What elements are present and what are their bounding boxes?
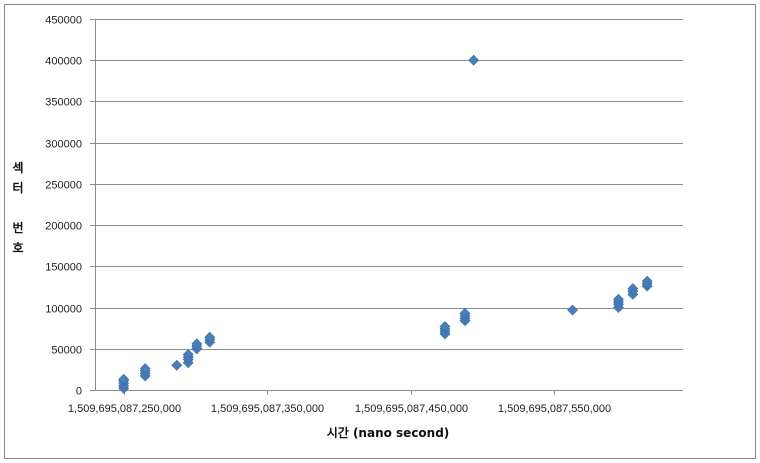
y-tick-label: 250000 <box>45 180 82 192</box>
y-tick-label: 200000 <box>45 221 82 233</box>
x-tick-label: 1,509,695,087,450,000 <box>355 403 468 415</box>
data-point <box>613 293 624 305</box>
data-point <box>567 304 578 316</box>
x-tick-label: 1,509,695,087,550,000 <box>498 403 611 415</box>
data-point <box>182 349 194 360</box>
data-point <box>171 359 183 371</box>
x-axis-title: 시간 (nano second) <box>327 425 450 440</box>
data-point <box>204 331 216 343</box>
data-point <box>439 321 451 332</box>
data-point <box>139 363 151 374</box>
x-tick-label: 1,509,695,087,250,000 <box>68 403 181 415</box>
data-point <box>459 307 471 319</box>
y-tick-label: 0 <box>76 386 82 398</box>
y-tick-label: 150000 <box>45 262 82 274</box>
y-tick-label: 400000 <box>45 56 82 68</box>
y-axis-title-char: 번 <box>12 220 23 235</box>
data-point <box>627 283 639 295</box>
y-tick-label: 350000 <box>45 97 82 109</box>
y-tick-label: 300000 <box>45 139 82 151</box>
x-tick-label: 1,509,695,087,350,000 <box>211 403 324 415</box>
y-axis-title-char: 터 <box>12 180 23 195</box>
data-point <box>641 275 653 287</box>
data-point <box>191 338 203 350</box>
y-axis-title-char: 호 <box>12 241 23 255</box>
data-point <box>118 373 130 385</box>
y-tick-label: 100000 <box>45 304 82 316</box>
data-point <box>468 54 480 66</box>
y-tick-label: 450000 <box>45 15 82 27</box>
chart-border <box>4 4 756 459</box>
y-tick-label: 50000 <box>51 345 82 357</box>
y-axis-title-char: 섹 <box>12 160 23 175</box>
